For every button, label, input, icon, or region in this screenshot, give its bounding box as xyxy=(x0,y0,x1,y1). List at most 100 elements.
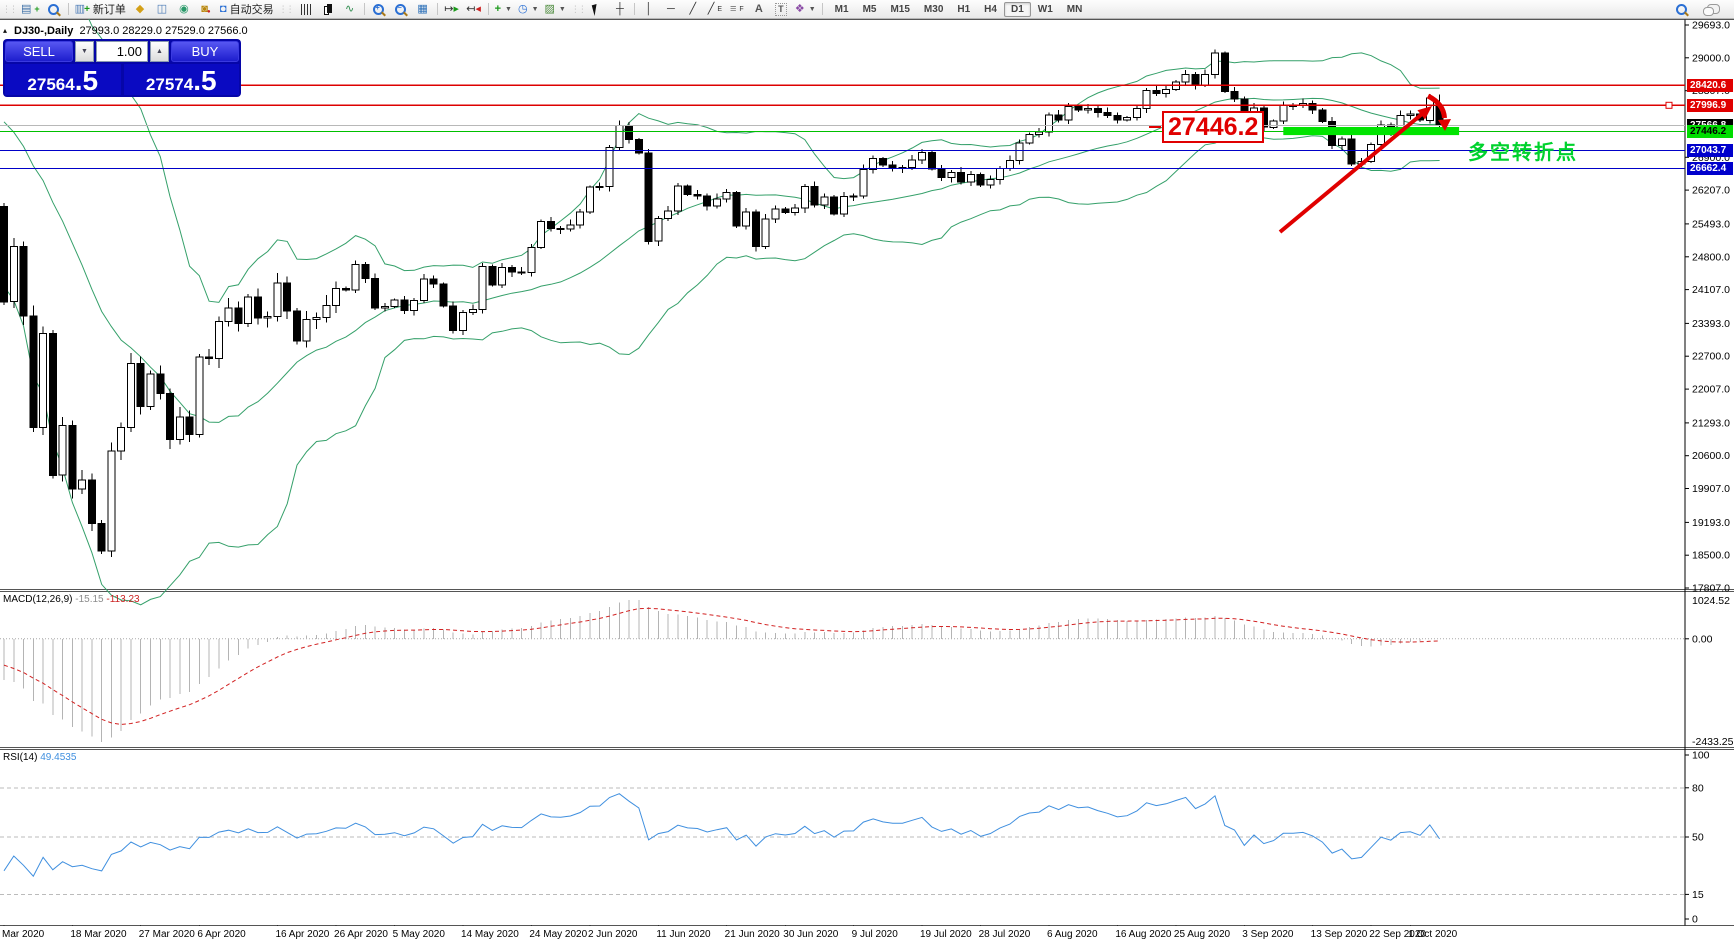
chart-shift-button[interactable]: ↤ ◀ xyxy=(466,2,481,15)
svg-text:0: 0 xyxy=(1692,914,1698,926)
vline-button[interactable]: │ xyxy=(638,1,660,17)
text-label-button[interactable]: T xyxy=(770,1,792,17)
profiles-button[interactable] xyxy=(43,1,65,17)
svg-text:24107.0: 24107.0 xyxy=(1692,284,1730,296)
data-window-button[interactable]: ◫ xyxy=(151,1,173,17)
toolbar: ⋮⋮ ▤ + ▥ + 新订单 ◆ ◫ ◉ ◙ ● ◘ 自动交易 ⋮⋮ ∿ + − ▦ … xyxy=(0,0,1734,19)
new-chart-icon: ▤ xyxy=(21,2,32,15)
fibonacci-icon: ≡ xyxy=(729,2,737,15)
data-window-icon: ◫ xyxy=(156,2,168,15)
line-chart-button[interactable]: ∿ xyxy=(339,1,361,17)
resistance-price-label: 27996.9 xyxy=(1687,98,1733,112)
text-tool-button[interactable]: A xyxy=(748,1,770,17)
bar-chart-button[interactable] xyxy=(295,1,317,17)
profiles-icon xyxy=(48,3,60,15)
search-button[interactable] xyxy=(1670,1,1692,17)
svg-text:1024.52: 1024.52 xyxy=(1692,595,1730,607)
market-watch-icon: ◆ xyxy=(135,2,145,15)
svg-text:29000.0: 29000.0 xyxy=(1692,52,1730,64)
navigator-button[interactable]: ◉ xyxy=(173,1,195,17)
timeframe-m15[interactable]: M15 xyxy=(890,3,910,15)
tile-windows-icon: ▦ xyxy=(417,2,428,15)
volume-increase-button[interactable]: ▲ xyxy=(150,41,169,62)
cursor-icon xyxy=(592,2,604,16)
toolbar-grip: ⋮⋮ xyxy=(570,3,587,14)
svg-text:100: 100 xyxy=(1692,750,1710,762)
text-label-icon: T xyxy=(775,2,787,16)
channel-icon: ╱ xyxy=(707,2,715,15)
date-label: 6 Apr 2020 xyxy=(197,929,246,940)
periods-button[interactable]: ◷ ▼ xyxy=(517,2,539,15)
svg-text:15: 15 xyxy=(1692,889,1704,901)
price-callout-box[interactable]: 27446.2 xyxy=(1162,111,1265,143)
date-label: 24 May 2020 xyxy=(529,929,588,940)
sell-button[interactable]: SELL xyxy=(5,41,73,62)
buy-button[interactable]: BUY xyxy=(171,41,239,62)
timeframe-w1[interactable]: W1 xyxy=(1037,3,1053,15)
svg-text:19193.0: 19193.0 xyxy=(1692,517,1730,529)
autotrading-icon: ◘ xyxy=(219,2,227,15)
market-watch-button[interactable]: ◆ xyxy=(129,1,151,17)
timeframe-h1[interactable]: H1 xyxy=(957,3,971,15)
date-axis[interactable]: Mar 2020 18 Mar 2020 27 Mar 2020 6 Apr 2020… xyxy=(0,926,1734,944)
crosshair-button[interactable]: ┼ xyxy=(609,1,631,17)
chat-button[interactable] xyxy=(1702,1,1724,17)
volume-decrease-button[interactable]: ▼ xyxy=(75,41,94,62)
bar-chart-icon xyxy=(300,3,311,15)
indicators-button[interactable]: + ▼ xyxy=(494,2,512,15)
date-label: 27 Mar 2020 xyxy=(138,929,195,940)
date-label: 6 Aug 2020 xyxy=(1046,929,1098,940)
sell-price-frac: .5 xyxy=(74,65,99,96)
buy-price-main: 27574 xyxy=(145,75,194,94)
line-handle xyxy=(1665,101,1673,109)
arrows-button[interactable]: ❖ ▼ xyxy=(794,2,816,15)
sell-price[interactable]: 27564.5 xyxy=(5,64,121,95)
auto-scroll-icon: ↦ xyxy=(444,2,454,15)
timeframe-h4[interactable]: H4 xyxy=(984,3,997,15)
sell-price-main: 27564 xyxy=(27,75,75,94)
timeframe-d1[interactable]: D1 xyxy=(1003,1,1031,17)
vline-icon: │ xyxy=(645,2,653,15)
auto-scroll-button[interactable]: ↦ ▶ xyxy=(444,2,459,15)
chart-shift-icon: ↤ xyxy=(466,2,476,15)
hline-icon: ─ xyxy=(666,2,675,15)
zoom-out-button[interactable]: − xyxy=(390,1,412,17)
new-order-button[interactable]: ▥ + 新订单 xyxy=(74,2,126,16)
oneclick-toggle-icon[interactable]: ▴ xyxy=(3,26,8,35)
zoom-in-button[interactable]: + xyxy=(368,1,390,17)
tile-windows-button[interactable]: ▦ xyxy=(412,1,434,17)
candlestick-chart-button[interactable] xyxy=(317,1,339,17)
svg-text:17807.0: 17807.0 xyxy=(1692,583,1730,595)
channel-button[interactable]: ╱ E xyxy=(707,2,722,15)
autotrading-button[interactable]: ◘ 自动交易 xyxy=(217,1,277,17)
svg-text:23393.0: 23393.0 xyxy=(1692,318,1730,330)
timeframe-m1[interactable]: M1 xyxy=(834,3,849,15)
svg-text:50: 50 xyxy=(1692,832,1704,844)
buy-price[interactable]: 27574.5 xyxy=(123,64,239,95)
date-label: Mar 2020 xyxy=(2,929,45,940)
reversal-arrow-down xyxy=(1426,93,1451,131)
line-chart-icon: ∿ xyxy=(344,2,355,15)
date-label: 11 Jun 2020 xyxy=(656,929,711,940)
svg-text:25493.0: 25493.0 xyxy=(1692,218,1730,230)
symbol-period: DJ30-,Daily xyxy=(14,25,74,37)
hline-button[interactable]: ─ xyxy=(660,1,682,17)
volume-input[interactable]: 1.00 xyxy=(96,41,148,62)
timeframe-m30[interactable]: M30 xyxy=(923,3,944,15)
macd-label: MACD(12,26,9) -15.15 -113.23 xyxy=(3,594,140,605)
new-chart-button[interactable]: ▤ + xyxy=(21,2,40,15)
svg-text:19907.0: 19907.0 xyxy=(1692,483,1730,495)
terminal-button[interactable]: ◙ ● xyxy=(201,2,211,15)
trendline-button[interactable]: ╱ xyxy=(682,1,704,17)
templates-button[interactable]: ▨ ▼ xyxy=(544,2,566,15)
timeframe-mn[interactable]: MN xyxy=(1066,3,1083,15)
timeframe-m5[interactable]: M5 xyxy=(862,3,877,15)
date-label: 16 Apr 2020 xyxy=(275,929,330,940)
periods-icon: ◷ xyxy=(517,2,528,15)
fibonacci-button[interactable]: ≡ F xyxy=(729,2,744,15)
date-label: 19 Jul 2020 xyxy=(920,929,972,940)
cursor-button[interactable] xyxy=(587,1,609,17)
svg-text:24800.0: 24800.0 xyxy=(1692,251,1730,263)
